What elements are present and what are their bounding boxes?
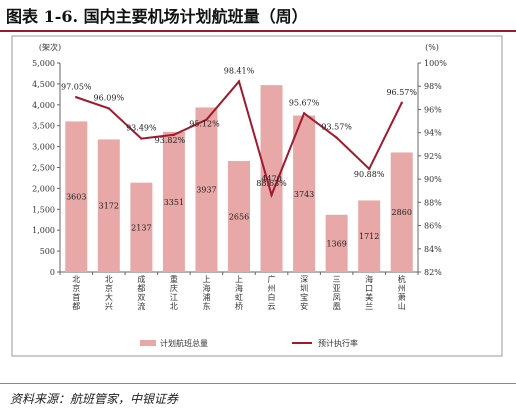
rate-point: [270, 193, 273, 197]
x-tick-label: 成都双流: [137, 274, 145, 311]
left-tick-label: 4,500: [32, 80, 55, 89]
bar: [97, 139, 120, 272]
bar-value-label: 2137: [131, 223, 151, 232]
rate-point: [302, 112, 306, 115]
legend-line-label: 预计执行率: [318, 338, 358, 348]
right-tick-label: 90%: [424, 175, 442, 184]
right-tick-label: 98%: [424, 82, 442, 91]
source-note: 资料来源：航班管家，中银证券: [10, 392, 179, 406]
bar-value-label: 3743: [294, 190, 314, 199]
left-tick-label: 500: [40, 247, 55, 256]
chart-title: 图表 1-6. 国内主要机场计划航班量（周）: [6, 7, 308, 26]
bar-value-label: 2656: [229, 212, 249, 221]
legend: 计划航班总量 预计执行率: [140, 338, 358, 348]
bar: [65, 121, 88, 273]
rate-value-label: 98.41%: [224, 66, 255, 75]
rate-value-label: 96.09%: [94, 93, 125, 102]
bar-value-label: 3937: [196, 186, 216, 195]
rate-value-label: 96.57%: [386, 88, 417, 97]
footer-rule: [0, 383, 516, 384]
right-axis-unit: (%): [425, 43, 439, 52]
right-tick-label: 86%: [424, 222, 442, 231]
left-tick-label: 2,000: [32, 184, 55, 193]
left-tick-label: 0: [50, 268, 55, 277]
rate-point: [107, 107, 111, 110]
rate-point: [367, 167, 371, 171]
bar: [162, 131, 185, 272]
rate-point: [400, 101, 403, 105]
rate-point: [75, 96, 78, 99]
x-tick-label: 三亚凤凰: [333, 275, 341, 311]
rate-value-label: 93.82%: [155, 136, 186, 145]
line-series: [75, 79, 403, 199]
right-tick-label: 92%: [424, 152, 442, 161]
right-tick-label: 94%: [424, 129, 442, 138]
bar: [390, 152, 413, 272]
left-tick-label: 2,500: [32, 164, 55, 173]
axes: 0 500 1,000 1,500 2,000 2,500 3,000 3,500 4,000 4…: [32, 42, 447, 311]
right-tick-label: 84%: [424, 245, 442, 254]
rate-value-label: 93.49%: [126, 124, 157, 133]
bar-value-label: 4470: [261, 175, 281, 184]
legend-bar-swatch: [140, 340, 156, 346]
rate-value-label: 95.12%: [189, 120, 220, 129]
left-tick-label: 4,000: [32, 101, 55, 110]
x-tick-label: 深圳宝安: [300, 275, 308, 311]
x-tick-label: 上海浦东: [202, 275, 210, 311]
left-axis-unit: (架次): [39, 42, 61, 52]
rate-value-label: 93.57%: [321, 123, 352, 132]
bar-value-label: 3351: [164, 198, 184, 207]
x-tick-label: 北京首都: [72, 275, 80, 311]
data-labels: 3603 3172 2137 3351 3937 2656 4470 3743 1369 1712…: [61, 66, 417, 248]
x-tick-label: 海口美兰: [365, 274, 373, 311]
rate-value-label: 95.67%: [289, 98, 320, 107]
rate-point: [205, 118, 208, 121]
bar-value-label: 1369: [326, 239, 346, 248]
bar: [130, 182, 153, 272]
rate-value-label: 90.88%: [354, 170, 385, 179]
legend-bar-label: 计划航班总量: [160, 338, 208, 348]
right-tick-label: 88%: [424, 198, 442, 207]
bar: [228, 160, 250, 272]
x-tick-label: 杭州萧山: [398, 274, 406, 311]
bar: [325, 214, 348, 272]
bar-value-label: 3172: [99, 202, 119, 211]
left-tick-label: 3,500: [32, 122, 55, 131]
right-tick-label: 100%: [424, 59, 447, 68]
bar: [293, 115, 316, 272]
left-tick-label: 3,000: [32, 143, 55, 152]
rate-point: [335, 136, 338, 139]
bar-series: [65, 85, 413, 273]
right-tick-label: 96%: [424, 105, 442, 114]
bar: [195, 107, 218, 272]
rate-point: [237, 80, 241, 83]
bar: [260, 85, 283, 273]
left-tick-label: 1,500: [32, 205, 55, 214]
rate-point: [140, 137, 143, 140]
rate-value-label: 88.63%: [256, 179, 287, 188]
rate-value-label: 97.05%: [61, 82, 92, 91]
bar: [358, 200, 381, 272]
bar-value-label: 3603: [66, 193, 86, 202]
right-tick-label: 82%: [424, 268, 442, 277]
left-tick-label: 5,000: [32, 59, 55, 68]
bar-value-label: 2860: [392, 208, 412, 217]
x-tick-label: 上海虹桥: [235, 275, 243, 311]
x-tick-label: 北京大兴: [105, 275, 113, 311]
title-rule: [0, 30, 516, 32]
x-tick-label: 广州白云: [268, 274, 276, 311]
chart-frame: [11, 35, 503, 357]
bar-value-label: 1712: [359, 232, 379, 241]
left-tick-label: 1,000: [32, 226, 55, 235]
rate-point: [172, 133, 176, 136]
x-tick-label: 重庆江北: [170, 274, 178, 311]
